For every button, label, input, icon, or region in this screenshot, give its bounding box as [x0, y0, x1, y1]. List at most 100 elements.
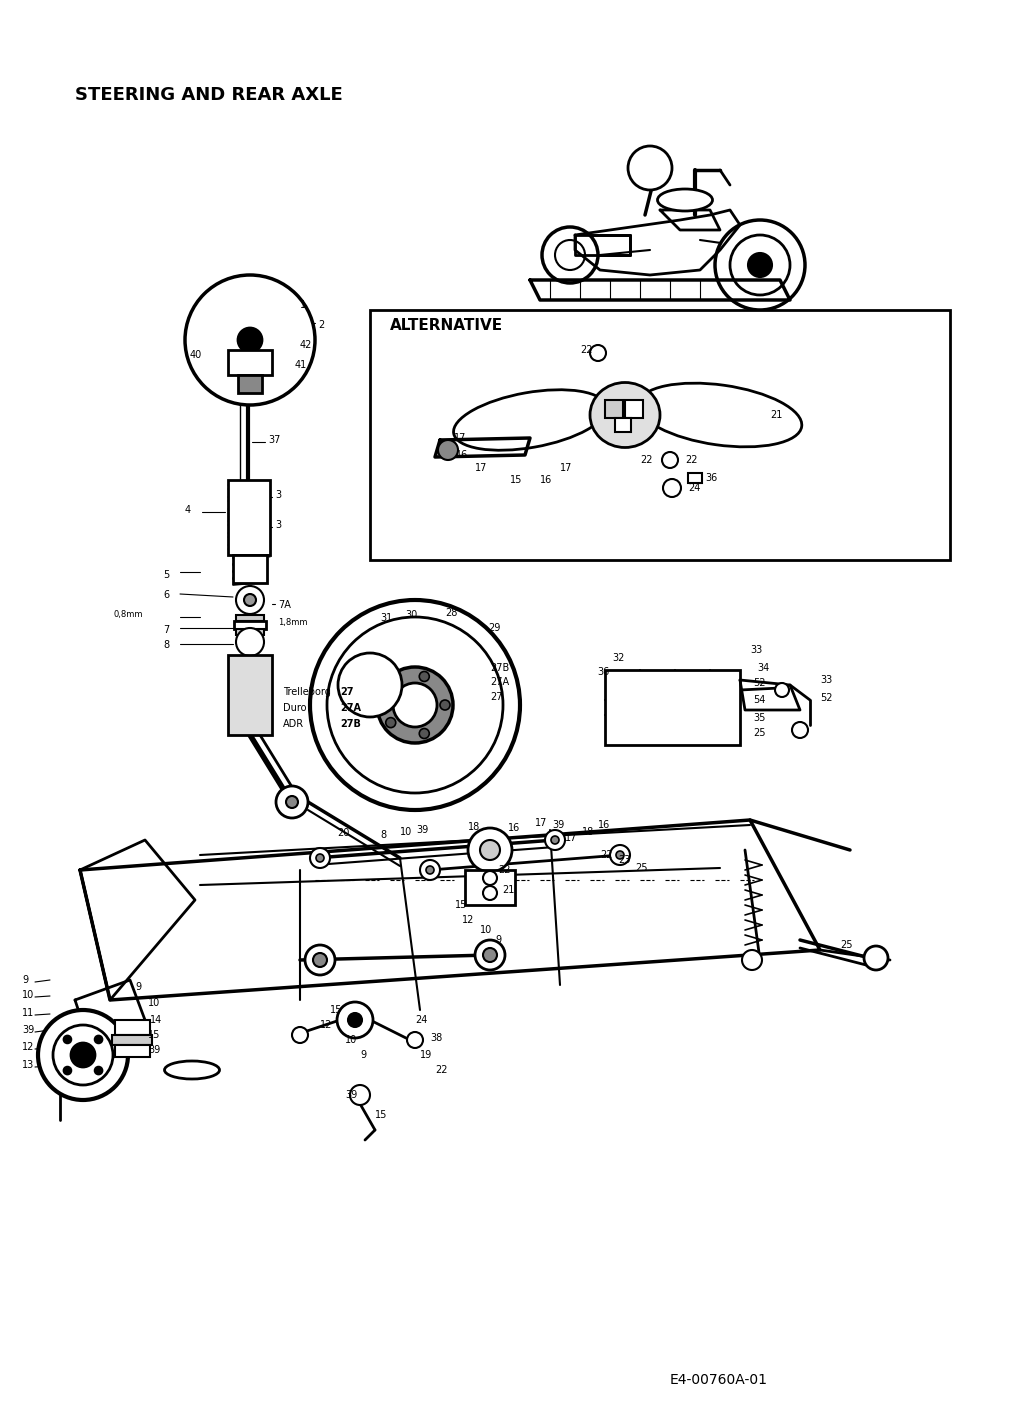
Circle shape: [730, 235, 791, 295]
Polygon shape: [530, 280, 791, 300]
Circle shape: [792, 721, 808, 739]
Text: 39: 39: [148, 1044, 160, 1054]
Text: 22: 22: [685, 455, 698, 465]
Text: 39: 39: [552, 820, 565, 830]
Text: 15: 15: [148, 1030, 160, 1040]
Circle shape: [483, 887, 497, 899]
Circle shape: [305, 945, 335, 975]
Ellipse shape: [164, 1062, 220, 1079]
Text: 9: 9: [495, 935, 502, 945]
Text: 1: 1: [300, 300, 307, 310]
Text: 25: 25: [840, 941, 852, 951]
Text: 25: 25: [753, 729, 766, 739]
Circle shape: [420, 859, 440, 879]
Text: 16: 16: [598, 820, 610, 830]
Bar: [370, 310, 950, 561]
Text: ALTERNATIVE: ALTERNATIVE: [390, 317, 504, 333]
Text: 16: 16: [456, 450, 469, 460]
Circle shape: [63, 1067, 71, 1074]
Circle shape: [419, 672, 429, 682]
Circle shape: [71, 1043, 95, 1067]
Text: 28: 28: [445, 608, 457, 618]
Text: 22: 22: [640, 455, 652, 465]
Polygon shape: [75, 980, 146, 1044]
Ellipse shape: [657, 189, 712, 211]
Circle shape: [483, 948, 497, 962]
Text: 2: 2: [318, 320, 324, 330]
Text: 22: 22: [498, 865, 511, 875]
Circle shape: [715, 221, 805, 310]
Text: 54: 54: [753, 694, 766, 704]
Ellipse shape: [638, 383, 802, 447]
Text: 40: 40: [190, 350, 202, 360]
Polygon shape: [80, 840, 195, 1000]
Circle shape: [393, 683, 437, 727]
Text: 14: 14: [150, 1015, 162, 1025]
Bar: [233, 555, 267, 583]
Text: 37: 37: [268, 435, 281, 445]
Bar: [625, 400, 643, 418]
Text: 27B: 27B: [340, 719, 361, 729]
Text: 18: 18: [582, 827, 594, 837]
Circle shape: [545, 830, 565, 850]
Text: Duro: Duro: [283, 703, 307, 713]
Bar: [688, 472, 702, 482]
Circle shape: [426, 867, 434, 874]
Bar: [236, 615, 264, 620]
Circle shape: [244, 593, 256, 606]
Text: 17: 17: [454, 433, 466, 443]
Polygon shape: [575, 235, 630, 255]
Text: 24: 24: [688, 482, 701, 492]
Text: 21: 21: [770, 410, 782, 420]
Bar: [112, 1035, 152, 1044]
Circle shape: [610, 845, 630, 865]
Bar: [238, 376, 262, 393]
Text: 17: 17: [560, 462, 573, 472]
Text: 35: 35: [753, 713, 766, 723]
Text: 31: 31: [380, 613, 392, 623]
Text: 23: 23: [618, 855, 631, 865]
Text: Trelleborg: Trelleborg: [283, 687, 331, 697]
Circle shape: [63, 1036, 71, 1043]
Circle shape: [551, 835, 559, 844]
Text: 5: 5: [163, 571, 169, 581]
Text: 12: 12: [462, 915, 475, 925]
Text: E4-00760A-01: E4-00760A-01: [670, 1373, 768, 1387]
Text: 17: 17: [535, 818, 547, 828]
Circle shape: [236, 628, 264, 656]
Polygon shape: [660, 211, 720, 231]
Text: 15: 15: [510, 475, 522, 485]
Text: 12: 12: [320, 1020, 332, 1030]
Circle shape: [95, 1036, 102, 1043]
Bar: [234, 620, 266, 629]
Text: 25: 25: [635, 862, 647, 872]
Circle shape: [775, 683, 789, 697]
Circle shape: [386, 683, 395, 693]
Circle shape: [185, 275, 315, 406]
Text: 7A: 7A: [278, 601, 291, 610]
Circle shape: [663, 480, 681, 497]
Text: 16: 16: [508, 822, 520, 832]
Text: 39: 39: [416, 825, 428, 835]
Bar: [615, 418, 631, 433]
Text: 33: 33: [820, 675, 832, 684]
Text: 9: 9: [22, 975, 28, 985]
Circle shape: [467, 828, 512, 872]
Circle shape: [327, 618, 503, 793]
Circle shape: [480, 840, 499, 859]
Text: 27A: 27A: [340, 703, 361, 713]
Ellipse shape: [590, 383, 660, 447]
Text: 42: 42: [300, 340, 313, 350]
Text: 0,8mm: 0,8mm: [112, 610, 142, 619]
Bar: [465, 869, 515, 905]
Bar: [228, 655, 272, 736]
Bar: [236, 629, 264, 635]
Text: 27A: 27A: [490, 677, 509, 687]
Circle shape: [310, 601, 520, 810]
Text: 22: 22: [580, 344, 592, 354]
Text: 10: 10: [345, 1035, 357, 1044]
Text: 41: 41: [295, 360, 308, 370]
Text: 30: 30: [405, 610, 417, 620]
Circle shape: [238, 327, 262, 351]
Circle shape: [590, 344, 606, 361]
